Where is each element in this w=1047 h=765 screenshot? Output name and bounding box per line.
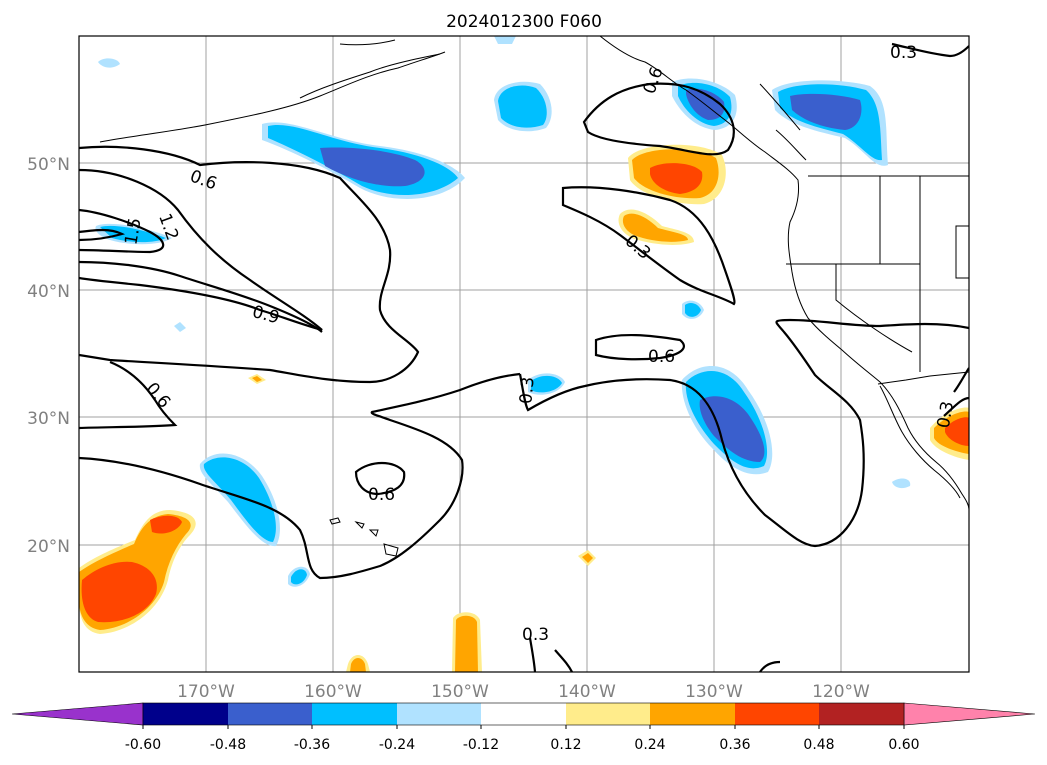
lon-label: 140°W bbox=[558, 682, 616, 702]
lat-label: 40°N bbox=[27, 282, 70, 302]
colorbar-label: -0.12 bbox=[463, 737, 499, 753]
colorbar-segment bbox=[566, 703, 650, 725]
contour-label: 0.6 bbox=[368, 485, 395, 505]
longitude-labels: 170°W 160°W 150°W 140°W 130°W 120°W bbox=[177, 682, 870, 702]
colorbar-label: 0.60 bbox=[888, 737, 919, 753]
colorbar-label: 0.24 bbox=[634, 737, 665, 753]
contour-label: 0.3 bbox=[890, 43, 917, 63]
contour-label: 0.3 bbox=[516, 376, 538, 405]
colorbar-label: 0.12 bbox=[550, 737, 581, 753]
colorbar-label: 0.48 bbox=[803, 737, 834, 753]
colorbar-segment bbox=[735, 703, 819, 725]
colorbar-segment bbox=[143, 703, 228, 725]
colorbar-segment bbox=[819, 703, 904, 725]
map-background bbox=[79, 36, 969, 672]
lon-label: 120°W bbox=[812, 682, 870, 702]
colorbar-label: -0.24 bbox=[379, 737, 415, 753]
lat-label: 50°N bbox=[27, 155, 70, 175]
lon-label: 150°W bbox=[431, 682, 489, 702]
lat-label: 20°N bbox=[27, 537, 70, 557]
coastlines bbox=[99, 36, 969, 557]
colorbar-segment bbox=[481, 703, 566, 725]
colorbar-label: 0.36 bbox=[719, 737, 750, 753]
colorbar-label: -0.36 bbox=[294, 737, 330, 753]
colorbar: -0.60 -0.48 -0.36 -0.24 -0.12 0.12 0.24 … bbox=[11, 702, 1036, 753]
contour-label: 0.6 bbox=[648, 347, 675, 367]
colorbar-segment bbox=[228, 703, 312, 725]
contour-lines bbox=[79, 42, 969, 672]
latitude-labels: 50°N 40°N 30°N 20°N bbox=[27, 155, 70, 557]
colorbar-segment bbox=[650, 703, 735, 725]
colorbar-extend-low bbox=[11, 702, 144, 726]
lon-label: 170°W bbox=[177, 682, 235, 702]
contour-label: 0.3 bbox=[522, 625, 549, 645]
map-title: 2024012300 F060 bbox=[446, 12, 602, 32]
map-frame bbox=[78, 35, 970, 673]
map-plot-area: 0.6 0.3 0.6 1.2 1.5 0.9 0.6 0.3 0.3 0.6 … bbox=[79, 36, 969, 672]
lon-label: 160°W bbox=[304, 682, 362, 702]
contour-label: 1.5 bbox=[121, 216, 145, 246]
contour-labels: 0.6 0.3 0.6 1.2 1.5 0.9 0.6 0.3 0.3 0.6 … bbox=[121, 43, 958, 645]
lat-label: 30°N bbox=[27, 409, 70, 429]
colorbar-segment bbox=[312, 703, 397, 725]
contour-label: 0.3 bbox=[934, 400, 958, 430]
colorbar-extend-high bbox=[903, 702, 1036, 726]
colorbar-label: -0.60 bbox=[125, 737, 161, 753]
colorbar-segment bbox=[397, 703, 481, 725]
lon-label: 130°W bbox=[685, 682, 743, 702]
colorbar-frame bbox=[142, 702, 905, 726]
colorbar-label: -0.48 bbox=[210, 737, 246, 753]
